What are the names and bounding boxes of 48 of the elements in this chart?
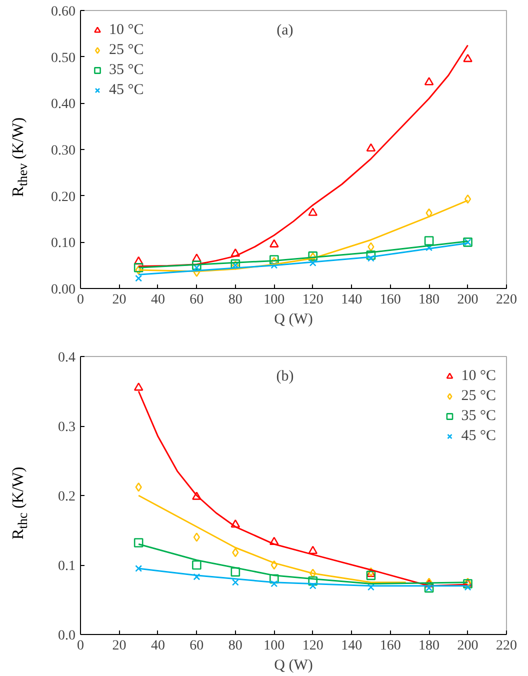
legend-label: 10 °C [461,368,496,384]
x-tick-label: 40 [150,638,165,654]
y-tick-label: 0.20 [51,190,76,205]
x-tick-label: 60 [190,292,204,308]
x-tick-label: 100 [264,638,285,654]
x-tick-label: 120 [302,292,324,308]
x-tick-label: 0 [77,292,84,308]
legend-label: 45 °C [109,82,144,98]
x-tick-label: 220 [496,292,517,308]
legend-label: 25 °C [461,388,496,404]
y-tick-label: 0.3 [58,420,76,435]
x-tick-label: 180 [418,638,440,654]
annotation: (a) [276,22,294,38]
annotation: (b) [276,368,294,384]
x-tick-label: 220 [496,638,517,654]
y-tick-label: 0.50 [51,50,76,66]
x-axis-title: Q (W) [274,658,313,674]
x-tick-label: 100 [264,292,285,308]
y-tick-label: 0.60 [51,4,76,20]
x-tick-label: 140 [341,638,362,654]
x-tick-label: 80 [228,292,242,308]
x-tick-label: 200 [457,638,478,654]
x-tick-label: 120 [302,638,324,654]
x-tick-label: 140 [341,292,362,308]
y-tick-label: 0.4 [58,350,76,366]
x-tick-label: 40 [150,292,165,308]
y-tick-label: 0.00 [51,282,76,298]
legend-label: 45 °C [461,428,496,444]
x-tick-label: 20 [112,638,126,654]
x-tick-label: 200 [457,292,478,308]
x-axis-title: Q (W) [274,312,313,328]
x-tick-label: 20 [112,292,126,308]
x-tick-label: 160 [380,638,401,654]
y-tick-label: 0.1 [58,559,76,574]
legend-label: 10 °C [109,22,144,38]
x-tick-label: 0 [77,638,84,654]
y-tick-label: 0.0 [58,628,76,644]
x-tick-label: 60 [190,638,204,654]
x-tick-label: 160 [380,292,401,308]
y-tick-label: 0.2 [58,490,76,504]
x-tick-label: 180 [418,292,440,308]
y-tick-label: 0.30 [51,144,76,158]
x-tick-label: 80 [228,638,242,654]
y-tick-label: 0.40 [51,97,76,112]
legend-label: 35 °C [461,408,496,424]
legend-label: 35 °C [109,62,144,78]
y-tick-label: 0.10 [51,236,76,252]
legend-label: 25 °C [109,42,144,58]
